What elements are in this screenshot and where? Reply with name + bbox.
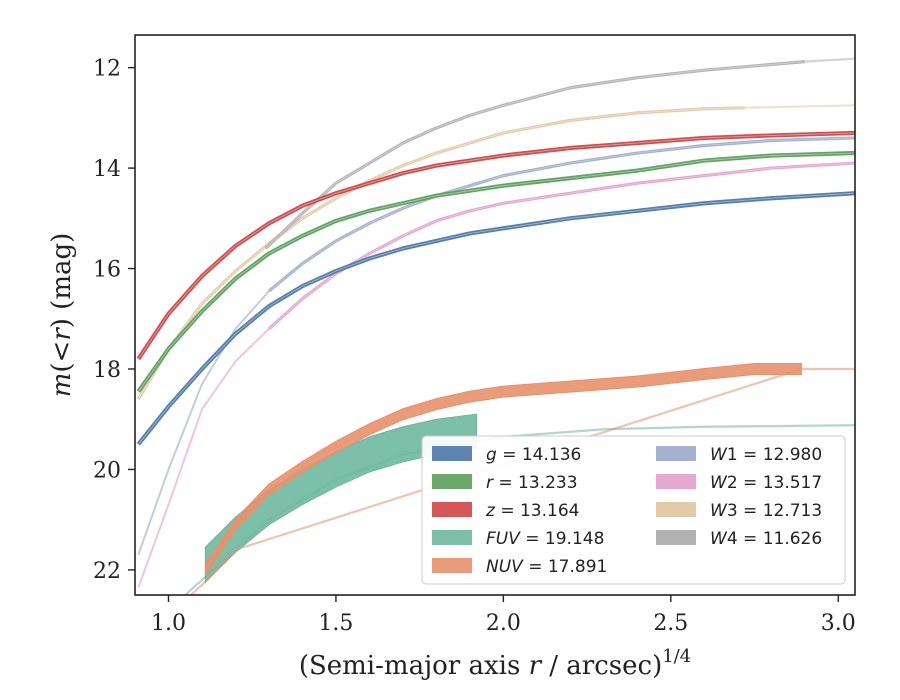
legend-box [421,435,846,585]
series-w1 [137,136,855,556]
legend-item-w3: W3 = 12.713 [656,501,822,521]
legend-swatch [656,474,696,489]
series-w2-inner [137,328,270,588]
series-w3 [136,104,855,400]
series-w4-line [264,60,805,250]
series-g-line [136,191,855,446]
legend-item-nuv: NUV = 17.891 [432,557,607,577]
legend-item-z: z = 13.164 [432,501,579,521]
series-w1-line [267,136,855,293]
legend-label: FUV = 19.148 [486,529,604,549]
legend-label: W4 = 11.626 [710,529,822,549]
series-w4-extension [804,57,855,63]
y-tick-label: 12 [93,57,121,82]
legend-label: z = 13.164 [485,501,579,521]
y-tick-label: 16 [93,258,121,283]
series-w3-extension [744,104,855,109]
series-r [136,150,855,393]
series-r-line [136,150,855,393]
x-axis-label: (Semi-major axis r / arcsec)1/4 [299,646,691,681]
series-g-core [138,192,855,445]
series-w4-core [265,61,805,249]
legend-swatch [432,502,472,517]
legend: g = 14.136 r = 13.233 z = 13.164 FUV = 19.1… [421,435,846,585]
legend-item-w2: W2 = 13.517 [656,473,822,493]
series-nuv-band [204,362,802,578]
series-g [136,191,855,446]
y-axis-label: m(<r) (mag) [47,233,77,398]
legend-swatch [432,446,472,461]
series-nuv-extension [189,367,855,595]
series-w1-core [268,137,855,292]
legend-item-w1: W1 = 12.980 [656,445,822,465]
x-tick-label: 1.0 [151,611,186,636]
legend-swatch [656,446,696,461]
legend-swatch [656,530,696,545]
y-tick-label: 14 [93,157,121,182]
series-z-core [138,132,855,360]
x-tick-label: 1.5 [318,611,353,636]
x-tick-label: 2.0 [486,611,521,636]
y-tick-label: 18 [93,358,121,383]
legend-label: r = 13.233 [486,473,578,493]
legend-label: W2 = 13.517 [710,473,822,493]
legend-swatch [432,474,472,489]
y-tick-label: 20 [93,458,121,483]
legend-swatch [432,558,472,573]
legend-swatch [656,502,696,517]
series-z [136,130,855,361]
legend-label: W3 = 12.713 [710,501,822,521]
axes-frame [134,34,856,596]
series-r-core [138,152,855,392]
series-nuv [189,362,855,595]
x-tick-label: 3.0 [821,611,856,636]
legend-label: g = 14.136 [486,445,581,465]
legend-label: W1 = 12.980 [710,445,822,465]
legend-item-fuv: FUV = 19.148 [432,529,604,549]
legend-swatch [432,530,472,545]
series-w1-inner [137,290,270,556]
legend-item-r: r = 13.233 [432,473,578,493]
series-w4 [264,57,855,250]
series-w3-core [138,107,745,400]
x-tick-label: 2.5 [653,611,688,636]
legend-item-w4: W4 = 11.626 [656,529,822,549]
series-group [136,57,855,595]
series-w2 [137,161,855,588]
y-tick-label: 22 [93,559,121,584]
legend-label: NUV = 17.891 [486,557,607,577]
series-w3-line [136,106,745,400]
series-w2-line [267,161,855,330]
legend-item-g: g = 14.136 [432,445,581,465]
series-z-line [136,130,855,361]
series-w2-core [268,162,855,330]
